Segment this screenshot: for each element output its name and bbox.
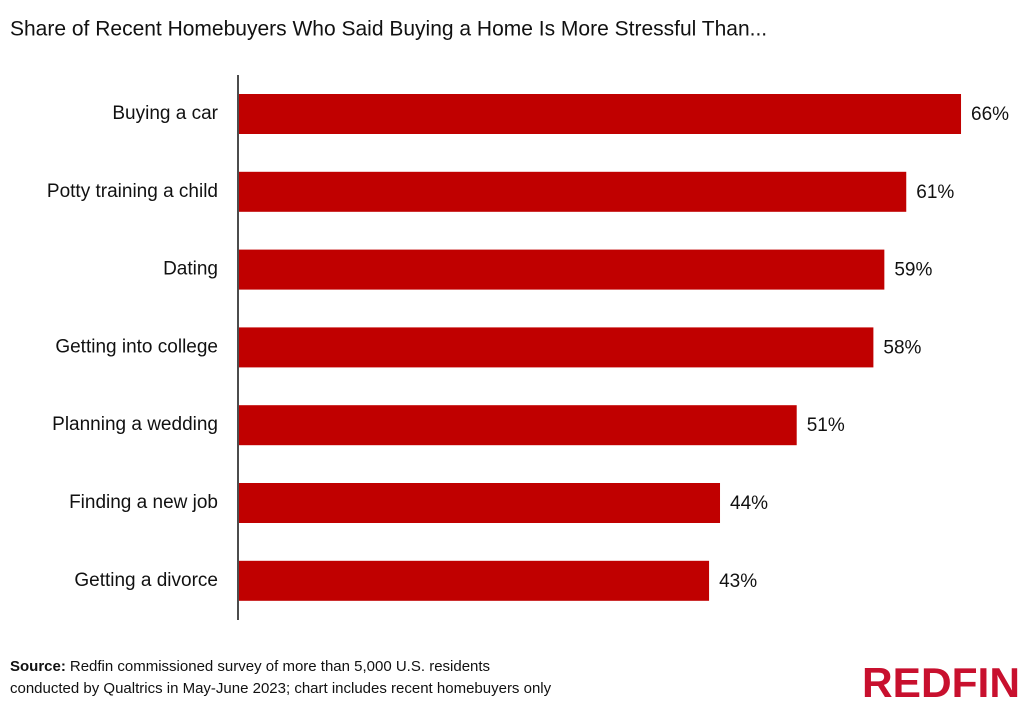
category-label: Getting into college [55, 336, 218, 357]
category-label: Potty training a child [47, 181, 218, 202]
chart-title: Share of Recent Homebuyers Who Said Buyi… [10, 18, 767, 41]
bar [239, 171, 907, 212]
value-label: 58% [883, 337, 921, 358]
bar [239, 560, 710, 601]
bar [239, 249, 885, 290]
category-label: Finding a new job [69, 492, 218, 513]
source-label: Source: [10, 658, 66, 675]
bar [239, 327, 874, 368]
bar [239, 405, 797, 446]
category-label: Getting a divorce [74, 570, 218, 591]
value-label: 61% [916, 182, 954, 203]
bar [239, 94, 962, 134]
value-label: 44% [730, 493, 768, 514]
bar [239, 483, 721, 523]
source-text: Source: Redfin commissioned survey of mor… [10, 658, 490, 675]
category-label: Dating [163, 259, 218, 280]
category-label: Planning a wedding [52, 414, 218, 435]
source-line: conducted by Qualtrics in May-June 2023;… [10, 680, 552, 697]
source-line: Redfin commissioned survey of more than … [70, 658, 490, 675]
logo: REDFIN [862, 659, 1020, 706]
value-label: 66% [971, 104, 1009, 125]
value-label: 51% [807, 415, 845, 436]
value-label: 59% [894, 260, 932, 281]
category-label: Buying a car [112, 103, 218, 124]
value-label: 43% [719, 571, 757, 592]
